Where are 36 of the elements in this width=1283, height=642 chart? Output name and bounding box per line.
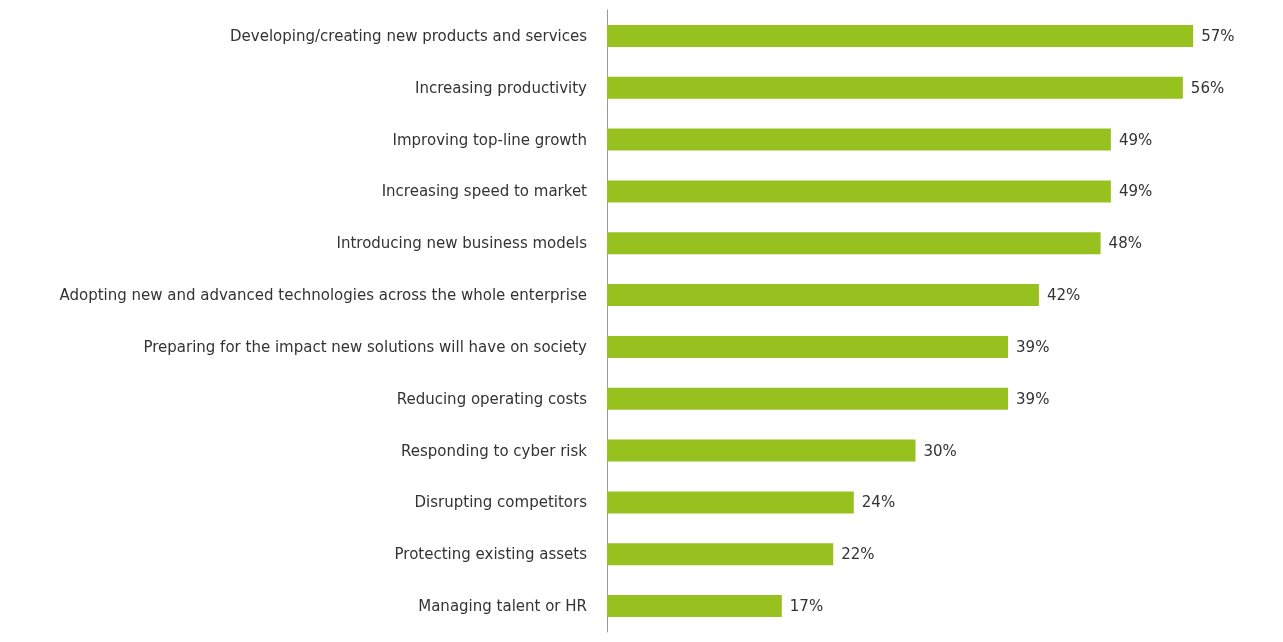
data-label: 30% [923, 441, 957, 460]
bar [607, 24, 1194, 47]
bar [607, 335, 1009, 358]
data-label: 49% [1118, 130, 1153, 149]
y-tick-label: Reducing operating costs [396, 389, 588, 408]
data-label: 22% [841, 545, 875, 564]
y-tick-label: Increasing speed to market [381, 182, 588, 201]
y-tick-label: Improving top-line growth [392, 130, 587, 149]
y-tick-label: Preparing for the impact new solutions will have on society [143, 337, 588, 356]
data-label: 49% [1118, 182, 1153, 201]
bar [607, 543, 834, 566]
y-tick-label: Managing talent or HR [418, 597, 587, 616]
bar [607, 387, 1009, 410]
bar [607, 128, 1111, 151]
data-label: 17% [789, 597, 824, 616]
y-tick-label: Developing/creating new products and services [230, 26, 588, 45]
data-label: 48% [1108, 234, 1142, 253]
data-label: 42% [1046, 286, 1081, 305]
bar [607, 232, 1101, 255]
y-tick-label: Adopting new and advanced technologies across the whole enterprise [59, 286, 587, 305]
bar [607, 439, 916, 462]
bar [607, 595, 782, 618]
bar [607, 284, 1039, 307]
data-label: 56% [1190, 78, 1225, 97]
data-label: 39% [1016, 389, 1050, 408]
data-label: 57% [1201, 26, 1235, 45]
bar [607, 180, 1111, 203]
y-tick-label: Responding to cyber risk [401, 441, 588, 460]
y-tick-label: Increasing productivity [415, 78, 588, 97]
bar [607, 491, 854, 514]
y-tick-label: Protecting existing assets [394, 545, 588, 564]
y-tick-label: Disrupting competitors [414, 493, 588, 512]
bar [607, 76, 1183, 99]
y-tick-label: Introducing new business models [336, 234, 588, 253]
data-label: 39% [1016, 337, 1050, 356]
data-label: 24% [861, 493, 896, 512]
